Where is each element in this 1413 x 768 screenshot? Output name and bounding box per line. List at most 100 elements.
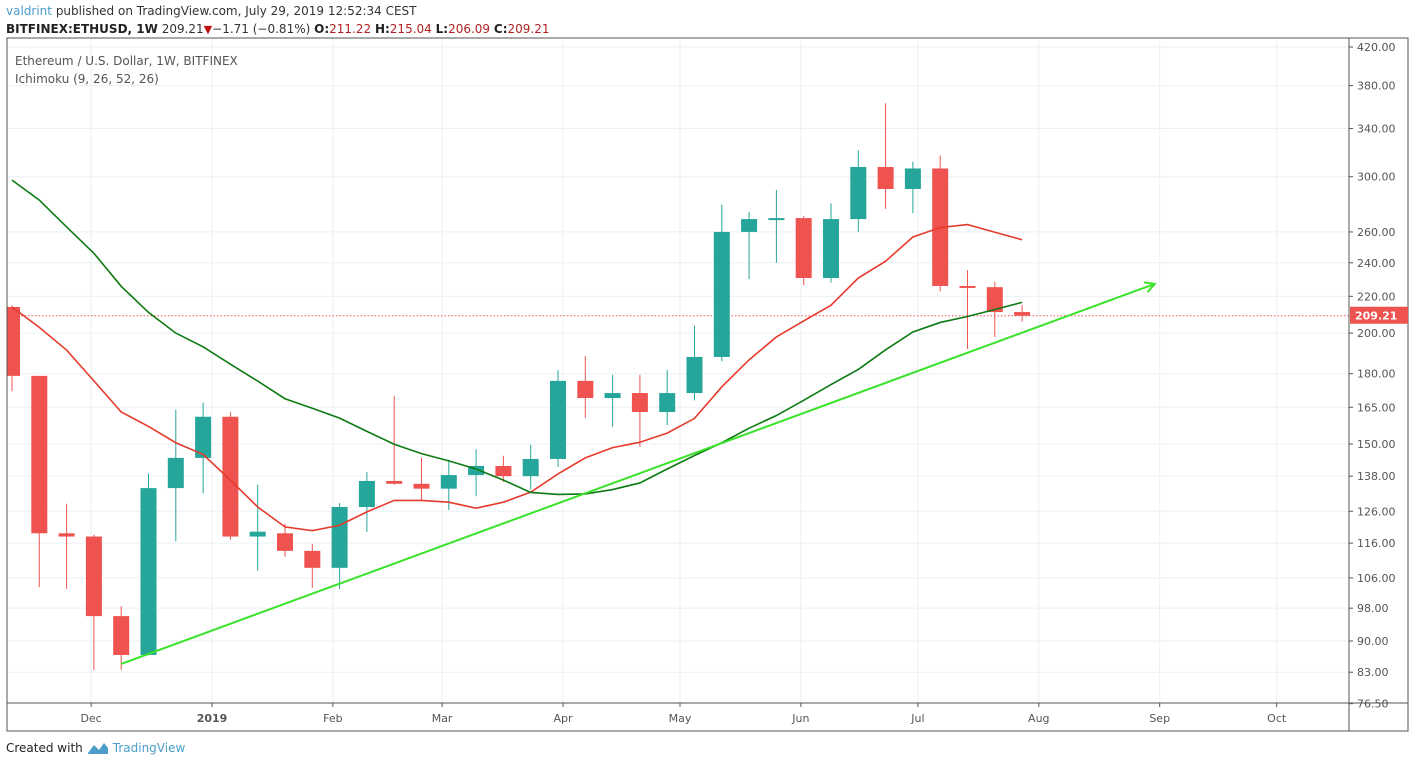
x-tick-label: 2019 — [197, 712, 228, 725]
candle — [659, 370, 676, 426]
candle-body — [249, 531, 266, 537]
candle-body — [659, 393, 676, 412]
down-triangle-icon: ▼ — [203, 23, 213, 36]
y-tick-label: 220.00 — [1357, 290, 1396, 303]
open-value: 211.22 — [329, 22, 372, 36]
candle-body — [222, 416, 239, 537]
publish-info: valdrint published on TradingView.com, J… — [6, 4, 417, 18]
last-price-badge — [1350, 306, 1408, 324]
chart-frame — [6, 37, 1409, 732]
y-tick-label: 106.00 — [1357, 572, 1396, 585]
x-tick-label: Dec — [80, 712, 101, 725]
x-tick-label: Oct — [1267, 712, 1287, 725]
y-tick-label: 165.00 — [1357, 401, 1396, 414]
conversion-line — [11, 223, 1023, 532]
candle-body — [741, 219, 758, 232]
candle-body — [686, 356, 703, 394]
candle-body — [631, 393, 648, 412]
candle — [904, 161, 921, 214]
y-tick-label: 138.00 — [1357, 470, 1396, 483]
candle — [195, 402, 212, 494]
candle-body — [113, 616, 130, 655]
candle — [741, 211, 758, 280]
candle — [577, 355, 594, 418]
candle-body — [468, 465, 485, 476]
candle-body — [358, 480, 375, 507]
candle-body — [713, 231, 730, 357]
y-tick-label: 380.00 — [1357, 80, 1396, 93]
y-tick-label: 90.00 — [1357, 635, 1389, 648]
candle — [7, 305, 20, 392]
candle — [550, 370, 566, 468]
tradingview-link[interactable]: TradingView — [112, 741, 186, 755]
candle-body — [986, 287, 1003, 313]
candle-body — [550, 380, 566, 459]
candle-body — [7, 307, 20, 376]
last-price: 209.21 — [161, 22, 204, 36]
last-price-label: 209.21 — [1355, 310, 1397, 323]
tradingview-logo-icon — [87, 743, 108, 754]
created-with-text: Created with — [6, 741, 83, 755]
candle-body — [195, 416, 212, 458]
y-tick-label: 340.00 — [1357, 122, 1396, 135]
candle-body — [577, 380, 594, 399]
y-tick-label: 150.00 — [1357, 438, 1396, 451]
x-tick-label: Jun — [791, 712, 809, 725]
candle-body — [386, 480, 403, 484]
candle-body — [795, 218, 812, 279]
candle-body — [522, 458, 539, 477]
x-tick-label: Apr — [553, 712, 573, 725]
close-label: C: — [493, 22, 508, 36]
symbol-info: BITFINEX:ETHUSD, 1W 209.21▼−1.71 (−0.81%… — [6, 22, 550, 36]
y-tick-label: 83.00 — [1357, 666, 1389, 679]
trendline-arrow-icon — [1143, 281, 1157, 293]
author-link[interactable]: valdrint — [6, 4, 52, 18]
candle — [386, 395, 403, 485]
y-tick-label: 260.00 — [1357, 226, 1396, 239]
y-tick-label: 240.00 — [1357, 257, 1396, 270]
candle-body — [31, 375, 48, 534]
candle-body — [440, 475, 457, 489]
candle-body — [58, 533, 75, 537]
candle — [877, 103, 894, 209]
published-text: published on TradingView.com, July 29, 2… — [55, 4, 417, 18]
candle — [522, 444, 539, 490]
candle — [850, 150, 867, 232]
candle — [31, 375, 48, 588]
y-tick-label: 200.00 — [1357, 327, 1396, 340]
candle-body — [304, 550, 321, 568]
candle-body — [877, 166, 894, 190]
candle — [331, 503, 348, 589]
chart-legend: Ethereum / U.S. Dollar, 1W, BITFINEX Ich… — [15, 52, 238, 88]
y-tick-label: 420.00 — [1357, 41, 1396, 54]
candle — [249, 484, 266, 571]
candle-body — [495, 465, 512, 477]
legend-indicator[interactable]: Ichimoku (9, 26, 52, 26) — [15, 72, 159, 86]
candle — [85, 534, 102, 670]
candle-body — [277, 533, 293, 551]
high-label: H: — [374, 22, 390, 36]
base-line — [11, 179, 1023, 496]
footer: Created with TradingView — [6, 741, 185, 755]
x-tick-label: Mar — [432, 712, 453, 725]
candle-body — [768, 218, 785, 221]
high-value: 215.04 — [389, 22, 432, 36]
candle — [495, 455, 512, 482]
candle-body — [413, 483, 430, 489]
candle-body — [331, 506, 348, 568]
plot-area — [7, 103, 1349, 670]
candle-body — [1014, 312, 1031, 316]
candle — [468, 449, 485, 497]
candle — [1014, 305, 1031, 322]
candle — [167, 409, 184, 542]
x-tick-label: Feb — [323, 712, 342, 725]
candle — [768, 189, 785, 263]
symbol: BITFINEX:ETHUSD, 1W — [6, 22, 158, 36]
open-label: O: — [314, 22, 330, 36]
candle-body — [167, 457, 184, 489]
candle — [631, 374, 648, 447]
candle-body — [85, 536, 102, 617]
x-tick-label: Aug — [1028, 712, 1049, 725]
candle — [113, 606, 130, 670]
